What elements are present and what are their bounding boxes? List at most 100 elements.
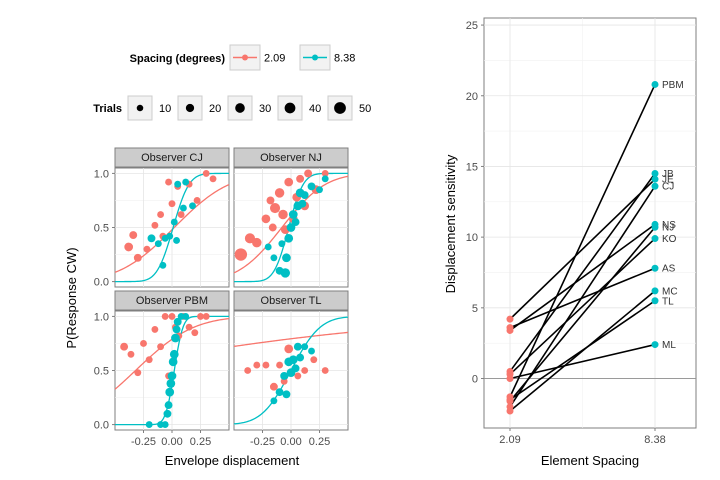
data-point (280, 268, 291, 278)
y-tick-label: 20 (466, 91, 478, 103)
data-point (189, 202, 196, 210)
x-tick-label: 0.00 (280, 436, 301, 448)
data-point (321, 175, 329, 183)
observer-line (509, 223, 656, 332)
data-point (157, 343, 165, 351)
point-8-38 (651, 264, 659, 272)
legend-trials-title: Trials (93, 103, 122, 115)
x-tick-label: 2.09 (499, 434, 520, 446)
x-tick-label: -0.25 (250, 436, 275, 448)
data-point (278, 240, 286, 248)
legend-spacing: Spacing (degrees) 2.09 8.38 (130, 44, 355, 71)
facet-strip-label: Observer TL (261, 295, 322, 307)
data-point (262, 361, 270, 369)
legend-label: 50 (359, 103, 371, 115)
data-point (191, 329, 199, 337)
x-axis-title: Element Spacing (541, 453, 639, 468)
data-point (168, 357, 178, 367)
observer-line (509, 84, 656, 398)
y-tick-label: 1.0 (94, 168, 109, 180)
observer-label: AS (662, 264, 676, 275)
data-point (286, 223, 296, 232)
data-point (182, 178, 190, 186)
point-8-38 (651, 182, 659, 190)
legend-label: 40 (309, 103, 321, 115)
data-point (151, 221, 159, 229)
legend-size-point (334, 102, 346, 114)
data-point (165, 387, 175, 397)
observer-line (509, 185, 656, 408)
y-tick-label: 0.0 (94, 420, 109, 432)
y-tick-label: 0.5 (94, 366, 109, 378)
data-point (197, 312, 204, 320)
point-2-09 (506, 324, 514, 332)
facet-strip-label: Observer CJ (141, 152, 203, 164)
point-2-09 (506, 396, 514, 404)
data-point (321, 169, 329, 177)
facet-panel: Observer TL -0.25 0.00 0.25 (233, 290, 349, 448)
data-point (164, 401, 173, 410)
data-point (143, 245, 151, 253)
fit-curve (233, 331, 349, 348)
data-point (168, 200, 176, 208)
data-point (291, 364, 300, 373)
observer-label: JE (662, 175, 674, 186)
data-point (145, 356, 153, 364)
data-point (270, 254, 278, 262)
data-point (145, 421, 153, 429)
data-point (179, 204, 187, 212)
data-point (284, 233, 294, 243)
data-point (171, 333, 180, 343)
data-point (167, 371, 177, 381)
data-point (264, 243, 272, 251)
observer-label: KO (662, 234, 677, 245)
data-point (209, 175, 217, 183)
data-point (278, 209, 288, 220)
data-point (308, 347, 315, 355)
data-point (168, 312, 176, 320)
psychometric-chart: Spacing (degrees) 2.09 8.38 Trials 10 20 30 40 5… (64, 44, 371, 468)
point-8-38 (651, 223, 659, 231)
x-tick-label: 0.25 (190, 436, 211, 448)
point-8-38 (651, 341, 659, 349)
data-point (298, 199, 307, 208)
y-tick-label: 1.0 (94, 311, 109, 323)
observer-line (509, 267, 656, 329)
point-8-38 (651, 170, 659, 178)
legend-size-point (185, 103, 195, 113)
observer-line (509, 178, 656, 320)
data-point (174, 180, 182, 188)
data-point (244, 367, 252, 374)
data-point (282, 390, 291, 399)
data-point (202, 169, 210, 177)
data-point (173, 237, 180, 244)
data-point (284, 177, 294, 187)
data-point (157, 211, 165, 218)
y-tick-label: 0.5 (94, 223, 109, 235)
data-point (294, 372, 302, 380)
data-point (274, 188, 285, 198)
x-tick-label: -0.25 (131, 436, 156, 448)
y-tick-label: 0 (472, 374, 478, 386)
data-point (147, 234, 156, 243)
data-point (307, 182, 316, 191)
legend-label: 2.09 (264, 53, 285, 65)
observer-line (509, 343, 656, 380)
facet-strip (114, 147, 230, 168)
observer-label: CJ (662, 182, 674, 193)
data-point (151, 325, 159, 333)
data-point (275, 388, 284, 397)
data-point (288, 355, 298, 365)
facet-strip-label: Observer PBM (136, 295, 208, 307)
point-8-38 (651, 287, 659, 295)
y-axis-title: Displacement sensitivity (443, 154, 458, 293)
data-point (316, 186, 323, 194)
x-axis-title: Envelope displacement (165, 453, 300, 468)
y-tick-label: 25 (466, 20, 478, 32)
data-point (177, 211, 185, 218)
data-point (301, 343, 309, 351)
data-point (129, 231, 138, 240)
data-point (266, 196, 275, 205)
data-point (252, 237, 262, 248)
